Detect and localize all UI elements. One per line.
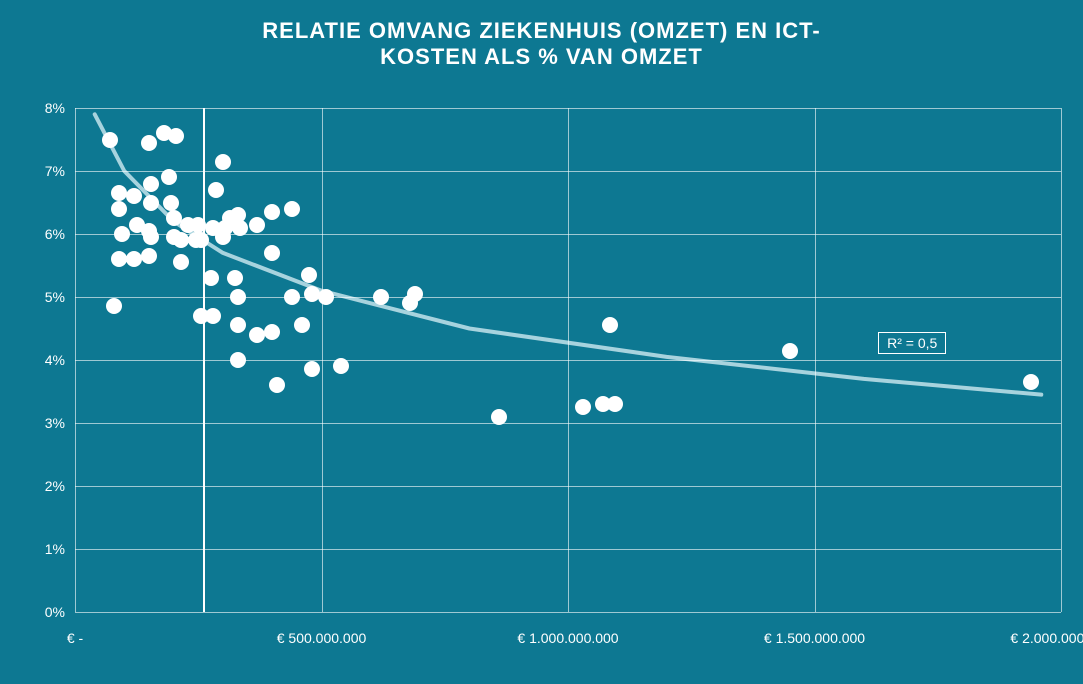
- scatter-point: [318, 289, 334, 305]
- r-squared-box: R² = 0,5: [878, 332, 946, 354]
- scatter-point: [203, 270, 219, 286]
- scatter-point: [141, 248, 157, 264]
- scatter-point: [215, 154, 231, 170]
- scatter-point: [294, 317, 310, 333]
- scatter-point: [249, 327, 265, 343]
- scatter-point: [264, 204, 280, 220]
- scatter-point: [111, 201, 127, 217]
- scatter-point: [249, 217, 265, 233]
- scatter-point: [141, 135, 157, 151]
- scatter-point: [284, 201, 300, 217]
- scatter-point: [126, 251, 142, 267]
- chart-container: RELATIE OMVANG ZIEKENHUIS (OMZET) EN ICT…: [0, 0, 1083, 684]
- scatter-point: [304, 286, 320, 302]
- vertical-reference-line: [203, 108, 205, 612]
- scatter-point: [227, 270, 243, 286]
- scatter-point: [230, 352, 246, 368]
- gridline-horizontal: [75, 297, 1061, 298]
- scatter-point: [166, 210, 182, 226]
- y-tick-label: 4%: [45, 352, 65, 368]
- scatter-point: [190, 217, 206, 233]
- y-tick-label: 0%: [45, 604, 65, 620]
- gridline-horizontal: [75, 486, 1061, 487]
- scatter-point: [264, 245, 280, 261]
- scatter-point: [304, 361, 320, 377]
- scatter-point: [782, 343, 798, 359]
- chart-title: RELATIE OMVANG ZIEKENHUIS (OMZET) EN ICT…: [0, 18, 1083, 70]
- x-tick-label: € -: [67, 630, 83, 646]
- scatter-point: [111, 185, 127, 201]
- y-tick-label: 7%: [45, 163, 65, 179]
- y-tick-label: 3%: [45, 415, 65, 431]
- scatter-point: [205, 308, 221, 324]
- scatter-point: [575, 399, 591, 415]
- scatter-point: [230, 289, 246, 305]
- scatter-point: [126, 188, 142, 204]
- x-tick-label: € 1.500.000.000: [764, 630, 865, 646]
- chart-title-line1: RELATIE OMVANG ZIEKENHUIS (OMZET) EN ICT…: [0, 18, 1083, 44]
- x-tick-label: € 2.000.000.000: [1010, 630, 1083, 646]
- scatter-point: [114, 226, 130, 242]
- gridline-horizontal: [75, 549, 1061, 550]
- scatter-point: [143, 176, 159, 192]
- gridline-horizontal: [75, 360, 1061, 361]
- scatter-point: [102, 132, 118, 148]
- y-tick-label: 6%: [45, 226, 65, 242]
- scatter-point: [407, 286, 423, 302]
- scatter-point: [106, 298, 122, 314]
- scatter-point: [143, 195, 159, 211]
- scatter-point: [111, 251, 127, 267]
- gridline-horizontal: [75, 612, 1061, 613]
- scatter-point: [1023, 374, 1039, 390]
- scatter-point: [602, 317, 618, 333]
- scatter-point: [284, 289, 300, 305]
- scatter-point: [173, 254, 189, 270]
- scatter-point: [163, 195, 179, 211]
- y-tick-label: 1%: [45, 541, 65, 557]
- scatter-point: [232, 220, 248, 236]
- gridline-horizontal: [75, 108, 1061, 109]
- scatter-point: [143, 229, 159, 245]
- scatter-point: [230, 317, 246, 333]
- scatter-point: [269, 377, 285, 393]
- scatter-point: [264, 324, 280, 340]
- scatter-point: [301, 267, 317, 283]
- chart-title-line2: KOSTEN ALS % VAN OMZET: [0, 44, 1083, 70]
- scatter-point: [168, 128, 184, 144]
- scatter-point: [607, 396, 623, 412]
- scatter-point: [208, 182, 224, 198]
- scatter-point: [333, 358, 349, 374]
- plot-area: [75, 108, 1061, 612]
- r-squared-label: R² = 0,5: [887, 335, 937, 351]
- scatter-point: [373, 289, 389, 305]
- scatter-point: [173, 232, 189, 248]
- gridline-vertical: [1061, 108, 1062, 612]
- y-tick-label: 5%: [45, 289, 65, 305]
- x-tick-label: € 1.000.000.000: [517, 630, 618, 646]
- scatter-point: [161, 169, 177, 185]
- scatter-point: [491, 409, 507, 425]
- y-tick-label: 8%: [45, 100, 65, 116]
- scatter-point: [193, 232, 209, 248]
- gridline-horizontal: [75, 171, 1061, 172]
- x-tick-label: € 500.000.000: [277, 630, 367, 646]
- y-tick-label: 2%: [45, 478, 65, 494]
- gridline-horizontal: [75, 423, 1061, 424]
